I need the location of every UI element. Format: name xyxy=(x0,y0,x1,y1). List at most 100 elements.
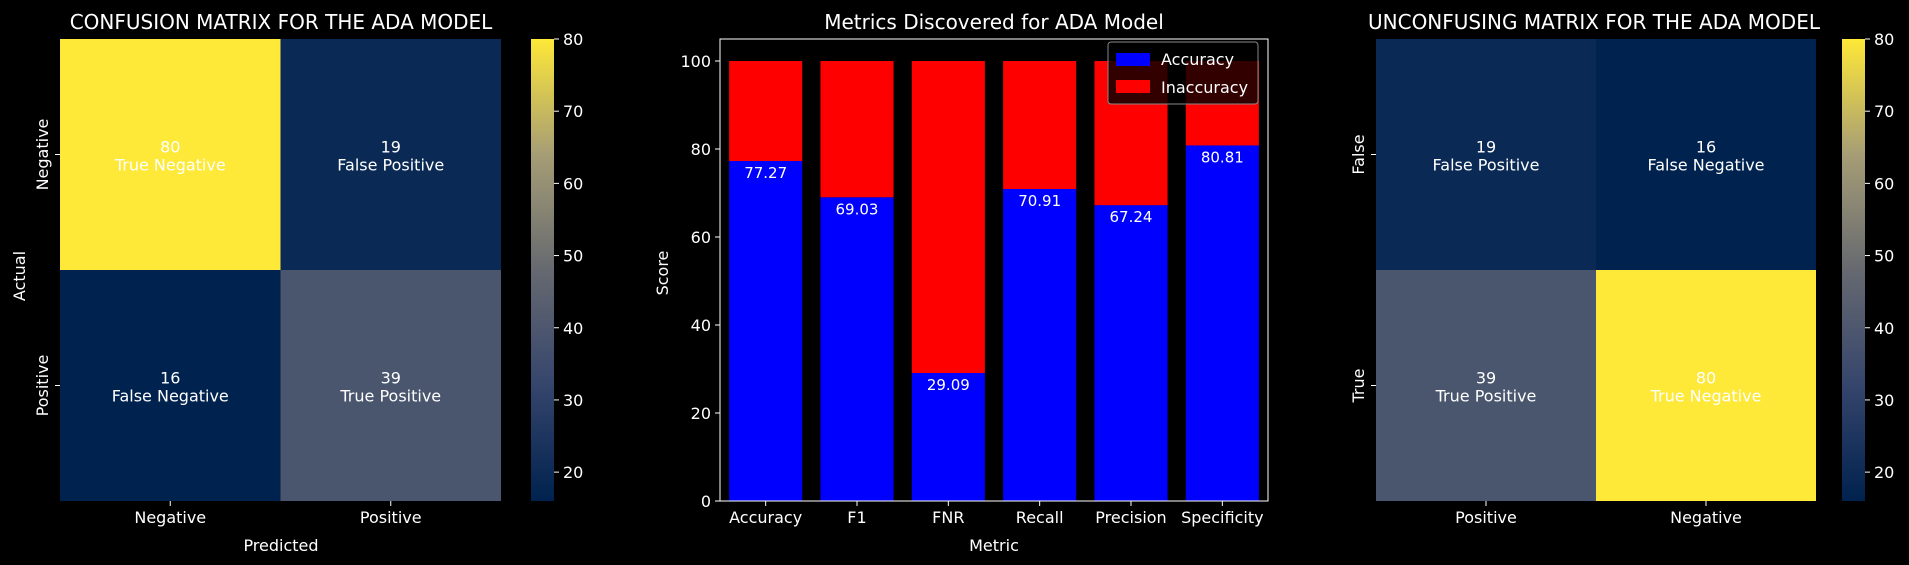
cell-value: 80 xyxy=(160,138,180,157)
unconfusing-matrix-ticks: Positive Negative False True xyxy=(1349,134,1742,527)
bar-accuracy-segment xyxy=(820,197,894,501)
bar-inaccuracy-segment xyxy=(820,61,894,198)
y-tick-label: False xyxy=(1349,134,1368,174)
colorbar-tick-label: 50 xyxy=(1874,247,1894,266)
colorbar-tick-label: 60 xyxy=(563,174,583,193)
cell-label: False Positive xyxy=(337,156,444,175)
bar-inaccuracy-segment xyxy=(1003,61,1077,189)
colorbar-tick-label: 70 xyxy=(1874,102,1894,121)
y-tick-label: 20 xyxy=(691,404,711,423)
cell-value: 19 xyxy=(381,138,401,157)
bar-accuracy-segment xyxy=(1003,188,1077,501)
colorbar-tick-label: 40 xyxy=(1874,319,1894,338)
y-tick-label: Positive xyxy=(33,355,52,417)
cell-value: 19 xyxy=(1476,138,1496,157)
unconfusing-matrix-title: UNCONFUSING MATRIX FOR THE ADA MODEL xyxy=(1368,10,1821,34)
metrics-legend: Accuracy Inaccuracy xyxy=(1107,41,1259,105)
cell-value: 39 xyxy=(381,369,401,388)
y-tick-label: 60 xyxy=(691,228,711,247)
bar-data-label: 69.03 xyxy=(836,200,879,218)
colorbar-gradient xyxy=(1842,39,1865,501)
colorbar-tick-label: 30 xyxy=(563,391,583,410)
heatmap-cell xyxy=(60,39,281,270)
metrics-ylabel: Score xyxy=(653,251,672,296)
y-tick-label: 40 xyxy=(691,316,711,335)
legend-swatch-inaccuracy xyxy=(1116,80,1150,93)
metrics-bars: 77.27 69.03 29.09 70.91 67.24 80.81 xyxy=(729,61,1259,502)
bar-accuracy-segment xyxy=(1094,205,1168,502)
heatmap-cell xyxy=(280,39,501,270)
metrics-xlabel: Metric xyxy=(969,536,1019,555)
bar-data-label: 29.09 xyxy=(927,376,970,394)
confusion-matrix-title: CONFUSION MATRIX FOR THE ADA MODEL xyxy=(70,10,493,34)
colorbar-tick-label: 20 xyxy=(563,463,583,482)
heatmap-cell xyxy=(1596,39,1816,270)
colorbar-tick-label: 80 xyxy=(563,30,583,49)
heatmap-cell xyxy=(280,270,501,501)
y-tick-label: 80 xyxy=(691,140,711,159)
cell-label: True Positive xyxy=(1435,387,1537,406)
cell-value: 80 xyxy=(1696,369,1716,388)
heatmap-cell xyxy=(60,270,281,501)
bar-inaccuracy-segment xyxy=(911,61,985,374)
colorbar-tick-label: 40 xyxy=(563,319,583,338)
metrics-chart-title: Metrics Discovered for ADA Model xyxy=(824,10,1164,34)
metrics-bar-chart: Metrics Discovered for ADA Model 77.27 69… xyxy=(653,10,1269,555)
heatmap-cell xyxy=(1376,270,1596,501)
confusion-matrix-chart: CONFUSION MATRIX FOR THE ADA MODEL 80Tru… xyxy=(10,10,583,555)
legend-label-accuracy: Accuracy xyxy=(1161,50,1234,69)
heatmap-cell xyxy=(1596,270,1816,501)
x-tick-label: Precision xyxy=(1095,508,1166,527)
y-tick-label: True xyxy=(1349,369,1368,404)
x-tick-label: Accuracy xyxy=(729,508,802,527)
x-tick-label: Recall xyxy=(1016,508,1064,527)
heatmap-cell xyxy=(1376,39,1596,270)
bar-data-label: 70.91 xyxy=(1018,192,1061,210)
bar-data-label: 77.27 xyxy=(744,164,787,182)
bar-inaccuracy-segment xyxy=(729,61,803,162)
bar-accuracy-segment xyxy=(1185,145,1259,501)
y-tick-label: Negative xyxy=(33,119,52,191)
confusion-matrix-colorbar: 20 30 40 50 60 70 80 xyxy=(531,30,583,501)
legend-swatch-accuracy xyxy=(1116,53,1150,66)
cell-value: 39 xyxy=(1476,369,1496,388)
colorbar-tick-label: 80 xyxy=(1874,30,1894,49)
x-tick-label: Negative xyxy=(134,508,206,527)
cell-label: False Negative xyxy=(112,387,229,406)
plot-frame xyxy=(719,38,1269,502)
confusion-matrix-xlabel: Predicted xyxy=(243,536,318,555)
x-tick-label: Positive xyxy=(360,508,422,527)
cell-label: True Positive xyxy=(339,387,441,406)
colorbar-tick-label: 30 xyxy=(1874,391,1894,410)
x-tick-label: Negative xyxy=(1670,508,1742,527)
y-tick-label: 0 xyxy=(701,492,711,511)
colorbar-tick-label: 20 xyxy=(1874,463,1894,482)
x-tick-label: Positive xyxy=(1455,508,1517,527)
cell-label: False Positive xyxy=(1433,156,1540,175)
y-tick-label: 100 xyxy=(680,52,711,71)
unconfusing-matrix-colorbar: 20 30 40 50 60 70 80 xyxy=(1842,30,1894,501)
cell-label: True Negative xyxy=(114,156,226,175)
x-tick-label: Specificity xyxy=(1181,508,1263,527)
x-tick-label: FNR xyxy=(932,508,964,527)
cell-value: 16 xyxy=(160,369,180,388)
cell-label: True Negative xyxy=(1650,387,1762,406)
colorbar-tick-label: 50 xyxy=(563,247,583,266)
cell-value: 16 xyxy=(1696,138,1716,157)
x-tick-label: F1 xyxy=(847,508,866,527)
cell-label: False Negative xyxy=(1647,156,1764,175)
bar-data-label: 80.81 xyxy=(1201,148,1244,166)
confusion-matrix-ticks: Negative Positive Negative Positive xyxy=(33,119,422,527)
metrics-axes: Accuracy F1 FNR Recall Precision Specificity 0… xyxy=(680,38,1269,527)
colorbar-tick-label: 70 xyxy=(563,102,583,121)
colorbar-tick-label: 60 xyxy=(1874,174,1894,193)
bar-accuracy-segment xyxy=(729,161,803,501)
unconfusing-matrix-chart: UNCONFUSING MATRIX FOR THE ADA MODEL 19F… xyxy=(1349,10,1894,527)
bar-accuracy-segment xyxy=(911,373,985,501)
bar-data-label: 67.24 xyxy=(1110,208,1153,226)
colorbar-gradient xyxy=(531,39,554,501)
confusion-matrix-ylabel: Actual xyxy=(10,251,29,301)
